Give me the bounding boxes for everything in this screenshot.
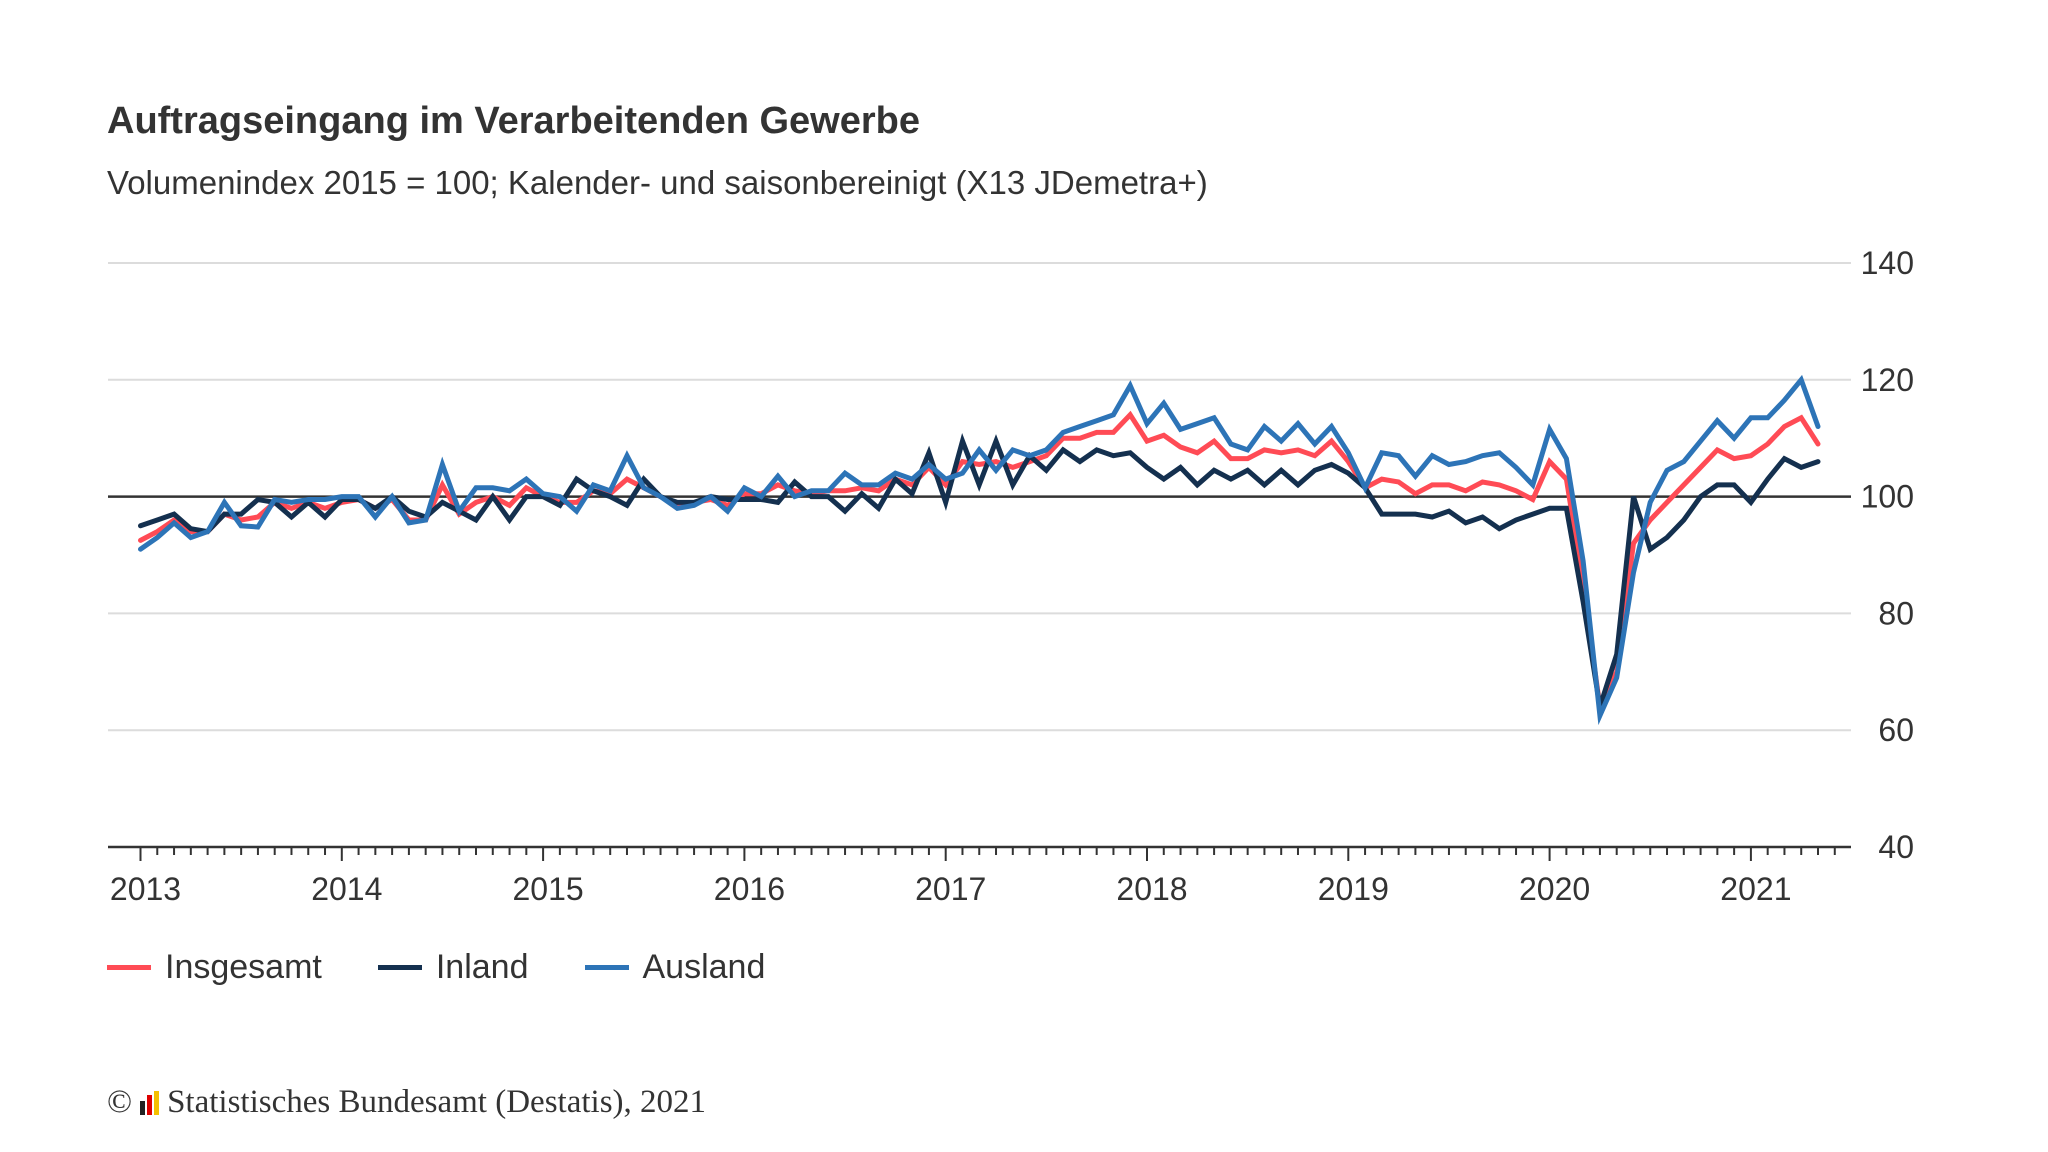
legend: Insgesamt Inland Ausland <box>107 948 765 987</box>
x-tick-label: 2018 <box>1116 871 1187 907</box>
legend-label: Ausland <box>642 948 766 986</box>
y-tick-label: 120 <box>1861 362 1914 398</box>
series-line-inland <box>138 433 1821 708</box>
y-tick-label: 140 <box>1861 245 1914 281</box>
x-tick-label: 2020 <box>1519 871 1590 907</box>
legend-swatch <box>584 965 629 970</box>
y-tick-label: 100 <box>1861 479 1914 515</box>
y-tick-label: 80 <box>1878 595 1914 631</box>
x-tick-label: 2019 <box>1318 871 1389 907</box>
x-tick-label: 2021 <box>1720 871 1791 907</box>
legend-label: Inland <box>435 948 529 986</box>
legend-label: Insgesamt <box>165 948 322 986</box>
x-tick-label: 2015 <box>513 871 584 907</box>
chart-subtitle: Volumenindex 2015 = 100; Kalender- und s… <box>107 164 1208 201</box>
series-line-ausland <box>138 374 1821 726</box>
x-tick-label: 2014 <box>311 871 382 907</box>
source-text: Statistisches Bundesamt (Destatis), 2021 <box>167 1084 707 1120</box>
y-tick-label: 60 <box>1878 712 1914 748</box>
y-tick-label: 40 <box>1878 829 1914 865</box>
x-tick-label: 2016 <box>714 871 785 907</box>
destatis-logo-icon <box>140 1090 160 1115</box>
legend-swatch <box>377 965 422 970</box>
legend-swatch <box>107 965 151 970</box>
legend-item-inland[interactable]: Inland <box>377 948 529 987</box>
legend-item-insgesamt[interactable]: Insgesamt <box>107 948 322 987</box>
copyright-symbol: © <box>107 1084 133 1120</box>
legend-item-ausland[interactable]: Ausland <box>584 948 766 987</box>
source-footer: © Statistisches Bundesamt (Destatis), 20… <box>107 1084 706 1121</box>
x-tick-label: 2013 <box>110 871 181 907</box>
x-tick-label: 2017 <box>915 871 986 907</box>
chart-title: Auftragseingang im Verarbeitenden Gewerb… <box>107 100 920 142</box>
